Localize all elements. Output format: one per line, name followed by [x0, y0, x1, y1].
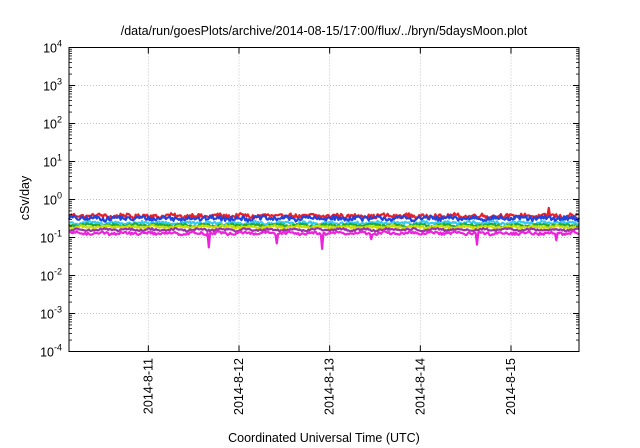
y-axis-label: cSv/day [18, 175, 32, 220]
y-tick-label: 10-4 [40, 343, 62, 360]
x-tick-label: 2014-8-15 [504, 358, 518, 415]
x-tick-label: 2014-8-14 [413, 358, 427, 415]
y-tick-label: 100 [43, 191, 62, 208]
chart-title: /data/run/goesPlots/archive/2014-08-15/1… [121, 24, 528, 38]
y-tick-label: 101 [43, 153, 62, 170]
y-tick-label: 10-3 [40, 305, 62, 322]
axes: 104 103 102 101 100 10-1 10-2 10-3 10-4 2014-8-11… [40, 39, 579, 415]
x-axis-label: Coordinated Universal Time (UTC) [228, 431, 420, 445]
x-tick-label: 2014-8-12 [232, 358, 246, 415]
x-tick-label: 2014-8-11 [141, 358, 155, 414]
series-line [68, 227, 580, 233]
y-tick-label: 10-1 [40, 229, 62, 246]
series-line [68, 224, 580, 231]
y-tick-label: 104 [43, 39, 62, 56]
series-line [69, 230, 580, 250]
plot-frame [68, 47, 580, 352]
y-tick-label: 10-2 [40, 267, 62, 284]
series-line [67, 214, 581, 223]
y-tick-label: 102 [43, 115, 62, 132]
series-layer [67, 206, 581, 250]
y-tick-label: 103 [43, 77, 62, 94]
x-tick-label: 2014-8-13 [323, 358, 337, 415]
